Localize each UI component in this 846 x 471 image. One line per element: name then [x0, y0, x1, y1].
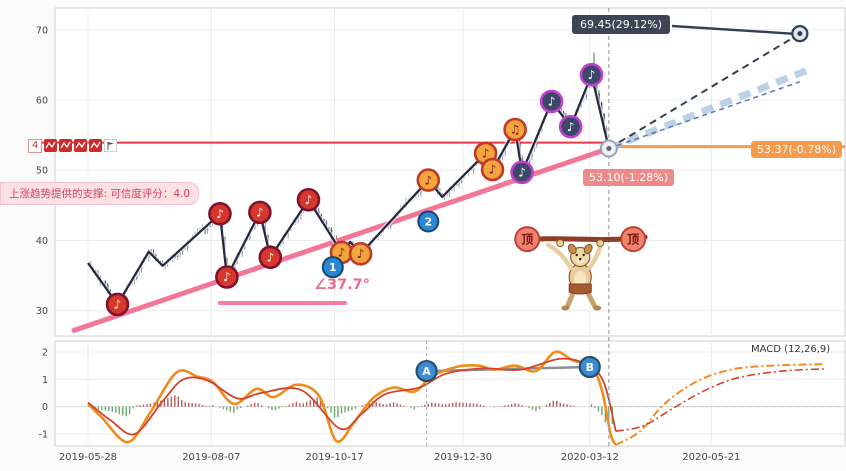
svg-text:B: B: [586, 361, 594, 374]
pattern-icon-row: 4: [28, 138, 118, 153]
svg-text:♪: ♪: [305, 193, 313, 207]
forecast-line: [608, 32, 801, 150]
support-confidence-badge: 上涨趋势提供的支撑: 可信度评分：4.0: [0, 182, 200, 205]
x-tick-label: 2019-10-17: [305, 452, 363, 463]
macd-tick-label: 0: [42, 402, 48, 413]
panel-backgrounds: [54, 7, 846, 447]
axis-tick-labels: 2019-05-28 2019-08-07 2019-10-17 2019-12-30…: [36, 25, 740, 463]
pivot-marker-red[interactable]: ♪: [215, 265, 239, 289]
x-tick-label: 2019-08-07: [182, 452, 240, 463]
macd-indicator-label: MACD (12,26,9): [751, 344, 831, 355]
projected-price-label: 53.37(-0.78%): [751, 141, 842, 158]
wave-label-1[interactable]: 1: [321, 256, 344, 279]
pivot-marker-red[interactable]: ♪: [296, 187, 321, 212]
pivot-marker-purple[interactable]: ♪: [539, 89, 564, 114]
top-badge-text: 顶: [627, 232, 639, 246]
mascot-dog: 顶顶: [514, 226, 648, 311]
candle-pattern-icon[interactable]: [89, 139, 103, 152]
forecast-line: [608, 81, 801, 150]
svg-text:♪: ♪: [567, 120, 575, 134]
candle-pattern-icon[interactable]: [74, 139, 88, 152]
svg-text:A: A: [422, 365, 431, 378]
svg-text:2: 2: [424, 215, 432, 228]
top-badge: [514, 226, 541, 253]
svg-text:♪: ♪: [357, 247, 365, 261]
candle-pattern-icon[interactable]: [44, 139, 58, 152]
target-connector: [671, 24, 792, 35]
pivot-marker-red[interactable]: ♪: [208, 201, 232, 226]
target-endpoint[interactable]: [791, 25, 809, 43]
gridlines: [55, 8, 845, 446]
signal-line: [87, 357, 617, 436]
svg-text:♪: ♪: [424, 173, 432, 187]
pivot-marker-purple[interactable]: ♪: [510, 160, 534, 185]
macd-letter-B[interactable]: B: [578, 355, 601, 379]
x-tick-label: 2020-05-21: [682, 452, 740, 463]
pivot-marker-purple[interactable]: ♪: [579, 62, 604, 87]
svg-text:♪: ♪: [489, 163, 497, 177]
pivot-marker-red[interactable]: ♪: [258, 245, 283, 270]
macd-forecast-line: [615, 363, 825, 446]
macd-letter-A[interactable]: A: [415, 359, 438, 383]
svg-text:♪: ♪: [256, 206, 264, 220]
target-price-tooltip: 69.45(29.12%): [572, 15, 671, 34]
pivot-marker-purple[interactable]: ♪: [558, 114, 583, 139]
x-tick-label: 2019-12-30: [434, 452, 492, 463]
svg-text:♪: ♪: [338, 246, 346, 260]
svg-text:♪: ♪: [518, 166, 526, 180]
forecast-line: [607, 66, 810, 152]
svg-text:♪: ♪: [548, 95, 556, 109]
macd-tick-label: -1: [39, 429, 48, 440]
svg-text:♪: ♪: [114, 298, 122, 312]
wave-label-2[interactable]: 2: [417, 210, 440, 233]
pattern-icons: [44, 139, 118, 152]
price-tick-label: 50: [36, 166, 48, 177]
top-badge-text: 顶: [521, 232, 533, 246]
svg-text:♪: ♪: [216, 207, 224, 221]
candle-pattern-icon[interactable]: [59, 139, 73, 152]
svg-text:♪: ♪: [588, 68, 596, 82]
pivot-marker-red[interactable]: ♪: [105, 292, 130, 317]
pivot-marker-orange[interactable]: ♪: [416, 168, 441, 192]
svg-text:♪: ♪: [482, 147, 490, 161]
price-axis-badge: 4: [28, 138, 43, 153]
price-tick-label: 40: [36, 236, 48, 247]
flag-pattern-icon[interactable]: [104, 139, 118, 152]
pivot-marker-orange2[interactable]: ♫: [503, 117, 527, 142]
macd-line: [87, 350, 617, 446]
svg-text:♪: ♪: [266, 251, 274, 265]
pivot-markers: ♪♪♪♪♪♪♪ ♪♪♪♪♫♪♪♪♪12A B: [105, 62, 604, 383]
x-tick-label: 2020-03-12: [561, 452, 619, 463]
price-tick-label: 60: [36, 96, 48, 107]
current-price-point[interactable]: [599, 139, 618, 158]
svg-text:♫: ♫: [510, 123, 521, 137]
pivot-marker-orange[interactable]: ♪: [348, 242, 373, 266]
macd-tick-label: 2: [42, 347, 48, 358]
current-price-label: 53.10(-1.28%): [583, 169, 674, 186]
pivot-marker-orange[interactable]: ♪: [480, 157, 505, 182]
svg-text:1: 1: [329, 261, 337, 274]
trend-angle-label: ∠37.7°: [314, 277, 371, 293]
top-badge: [620, 226, 647, 253]
macd-tick-label: 1: [42, 375, 48, 386]
x-tick-label: 2019-05-28: [59, 452, 117, 463]
price-tick-label: 70: [36, 25, 48, 36]
signal-forecast-line: [615, 368, 825, 433]
pivot-marker-red[interactable]: ♪: [248, 200, 272, 225]
price-tick-label: 30: [36, 306, 48, 317]
svg-text:♪: ♪: [223, 270, 231, 284]
